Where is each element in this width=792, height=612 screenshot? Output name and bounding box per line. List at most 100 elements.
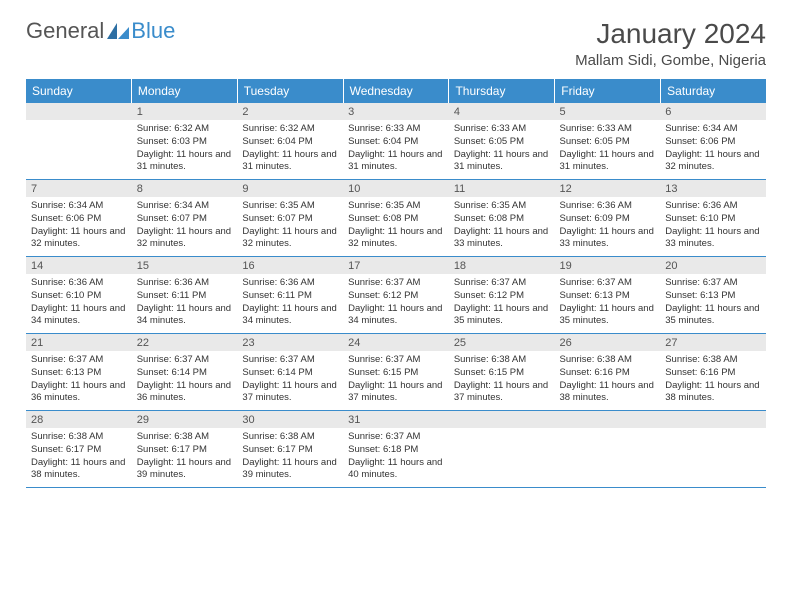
day-body: Sunrise: 6:37 AMSunset: 6:14 PMDaylight:…: [237, 354, 343, 406]
day-number-bar: 17: [343, 257, 449, 274]
calendar-cell: [555, 411, 661, 488]
sunrise-text: Sunrise: 6:35 AM: [454, 200, 550, 213]
calendar-cell: 8Sunrise: 6:34 AMSunset: 6:07 PMDaylight…: [132, 180, 238, 257]
sunrise-text: Sunrise: 6:32 AM: [242, 123, 338, 136]
calendar-cell: 3Sunrise: 6:33 AMSunset: 6:04 PMDaylight…: [343, 103, 449, 180]
day-number-bar: 16: [237, 257, 343, 274]
calendar-cell: 18 Sunrise: 6:37 AMSunset: 6:12 PMDayligh…: [449, 257, 555, 334]
daylight-text: Daylight: 11 hours and 32 minutes.: [31, 226, 127, 252]
day-body: Sunrise: 6:37 AMSunset: 6:13 PMDaylight:…: [555, 277, 661, 329]
weekday-header: Wednesday: [344, 79, 450, 103]
day-body: Sunrise: 6:38 AMSunset: 6:17 PMDaylight:…: [132, 431, 238, 483]
sunrise-text: Sunrise: 6:37 AM: [348, 431, 444, 444]
calendar-cell: 1Sunrise: 6:32 AMSunset: 6:03 PMDaylight…: [132, 103, 238, 180]
daylight-text: Daylight: 11 hours and 32 minutes.: [665, 149, 761, 175]
day-number-bar: 9: [237, 180, 343, 197]
calendar-cell: 19Sunrise: 6:37 AMSunset: 6:13 PMDayligh…: [555, 257, 661, 334]
day-body: Sunrise: 6:34 AMSunset: 6:06 PMDaylight:…: [26, 200, 132, 252]
calendar-cell: 15Sunrise: 6:36 AMSunset: 6:11 PMDayligh…: [132, 257, 238, 334]
day-number-bar: 18: [449, 257, 555, 274]
day-body: [555, 431, 661, 483]
calendar: SundayMondayTuesdayWednesdayThursdayFrid…: [26, 79, 766, 488]
daylight-text: Daylight: 11 hours and 37 minutes.: [242, 380, 338, 406]
sunset-text: Sunset: 6:16 PM: [665, 367, 761, 380]
day-body: Sunrise: 6:37 AMSunset: 6:13 PMDaylight:…: [660, 277, 766, 329]
month-title: January 2024: [575, 18, 766, 50]
sunset-text: Sunset: 6:13 PM: [31, 367, 127, 380]
sunrise-text: Sunrise: 6:38 AM: [665, 354, 761, 367]
calendar-cell: 25Sunrise: 6:38 AMSunset: 6:15 PMDayligh…: [449, 334, 555, 411]
calendar-cell: 16Sunrise: 6:36 AMSunset: 6:11 PMDayligh…: [237, 257, 343, 334]
daylight-text: Daylight: 11 hours and 31 minutes.: [348, 149, 444, 175]
day-number-bar: 24: [343, 334, 449, 351]
day-number-bar: 29: [132, 411, 238, 428]
sunset-text: Sunset: 6:16 PM: [560, 367, 656, 380]
calendar-cell: 30 Sunrise: 6:38 AMSunset: 6:17 PMDayligh…: [237, 411, 343, 488]
title-block: January 2024 Mallam Sidi, Gombe, Nigeria: [575, 18, 766, 69]
calendar-page: General Blue January 2024 Mallam Sidi, G…: [0, 0, 792, 506]
calendar-cell: 12Sunrise: 6:36 AMSunset: 6:09 PMDayligh…: [555, 180, 661, 257]
day-body: Sunrise: 6:38 AMSunset: 6:16 PMDaylight:…: [555, 354, 661, 406]
day-body: Sunrise: 6:37 AMSunset: 6:12 PMDaylight:…: [449, 277, 555, 329]
day-number-bar: [449, 411, 555, 428]
sunrise-text: Sunrise: 6:33 AM: [348, 123, 444, 136]
day-body: Sunrise: 6:34 AMSunset: 6:06 PMDaylight:…: [660, 123, 766, 175]
calendar-cell: 29 Sunrise: 6:38 AMSunset: 6:17 PMDayligh…: [132, 411, 238, 488]
sunset-text: Sunset: 6:17 PM: [242, 444, 338, 457]
sunset-text: Sunset: 6:17 PM: [31, 444, 127, 457]
sunrise-text: Sunrise: 6:34 AM: [137, 200, 233, 213]
daylight-text: Daylight: 11 hours and 34 minutes.: [242, 303, 338, 329]
day-number-bar: 8: [132, 180, 238, 197]
day-number-bar: 14: [26, 257, 132, 274]
daylight-text: Daylight: 11 hours and 31 minutes.: [560, 149, 656, 175]
sunset-text: Sunset: 6:09 PM: [560, 213, 656, 226]
day-number-bar: 23: [237, 334, 343, 351]
day-number-bar: 6: [660, 103, 766, 120]
calendar-cell: 22Sunrise: 6:37 AMSunset: 6:14 PMDayligh…: [132, 334, 238, 411]
day-number-bar: 13: [660, 180, 766, 197]
day-body: Sunrise: 6:36 AMSunset: 6:09 PMDaylight:…: [555, 200, 661, 252]
sunrise-text: Sunrise: 6:37 AM: [31, 354, 127, 367]
day-body: Sunrise: 6:38 AMSunset: 6:17 PMDaylight:…: [26, 431, 132, 483]
brand-sail-icon: [107, 23, 129, 39]
calendar-cell: 31Sunrise: 6:37 AMSunset: 6:18 PMDayligh…: [343, 411, 449, 488]
daylight-text: Daylight: 11 hours and 38 minutes.: [560, 380, 656, 406]
sunset-text: Sunset: 6:14 PM: [137, 367, 233, 380]
calendar-cell: [660, 411, 766, 488]
sunset-text: Sunset: 6:18 PM: [348, 444, 444, 457]
daylight-text: Daylight: 11 hours and 34 minutes.: [31, 303, 127, 329]
calendar-cell: [26, 103, 132, 180]
sunrise-text: Sunrise: 6:37 AM: [137, 354, 233, 367]
day-body: Sunrise: 6:38 AMSunset: 6:15 PMDaylight:…: [449, 354, 555, 406]
day-number-bar: 15: [132, 257, 238, 274]
day-body: [660, 431, 766, 483]
daylight-text: Daylight: 11 hours and 31 minutes.: [454, 149, 550, 175]
sunset-text: Sunset: 6:04 PM: [242, 136, 338, 149]
sunrise-text: Sunrise: 6:33 AM: [560, 123, 656, 136]
day-body: Sunrise: 6:37 AMSunset: 6:13 PMDaylight:…: [26, 354, 132, 406]
day-body: Sunrise: 6:38 AMSunset: 6:17 PMDaylight:…: [237, 431, 343, 483]
day-number-bar: 1: [132, 103, 238, 120]
daylight-text: Daylight: 11 hours and 31 minutes.: [137, 149, 233, 175]
calendar-cell: 11Sunrise: 6:35 AMSunset: 6:08 PMDayligh…: [449, 180, 555, 257]
daylight-text: Daylight: 11 hours and 33 minutes.: [665, 226, 761, 252]
daylight-text: Daylight: 11 hours and 32 minutes.: [137, 226, 233, 252]
weekday-header: Friday: [555, 79, 661, 103]
day-body: [449, 431, 555, 483]
header-bar: General Blue January 2024 Mallam Sidi, G…: [26, 18, 766, 69]
sunrise-text: Sunrise: 6:37 AM: [665, 277, 761, 290]
daylight-text: Daylight: 11 hours and 31 minutes.: [242, 149, 338, 175]
weekday-header: Tuesday: [238, 79, 344, 103]
sunset-text: Sunset: 6:10 PM: [665, 213, 761, 226]
sunrise-text: Sunrise: 6:37 AM: [348, 277, 444, 290]
sunrise-text: Sunrise: 6:34 AM: [665, 123, 761, 136]
sunset-text: Sunset: 6:05 PM: [454, 136, 550, 149]
sunrise-text: Sunrise: 6:32 AM: [137, 123, 233, 136]
day-number-bar: [660, 411, 766, 428]
day-number-bar: 30: [237, 411, 343, 428]
calendar-cell: 7Sunrise: 6:34 AMSunset: 6:06 PMDaylight…: [26, 180, 132, 257]
daylight-text: Daylight: 11 hours and 32 minutes.: [348, 226, 444, 252]
sunrise-text: Sunrise: 6:38 AM: [560, 354, 656, 367]
day-body: Sunrise: 6:33 AMSunset: 6:04 PMDaylight:…: [343, 123, 449, 175]
daylight-text: Daylight: 11 hours and 32 minutes.: [242, 226, 338, 252]
